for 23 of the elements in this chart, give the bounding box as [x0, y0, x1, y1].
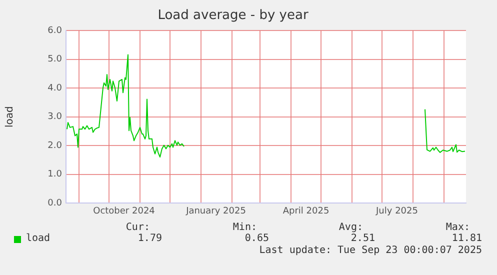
text: Avg: — [338, 222, 363, 233]
legend-label: load — [26, 233, 50, 244]
x-tick-label: April 2025 — [282, 206, 330, 217]
y-tick-label: 5.0 — [48, 54, 62, 65]
y-axis-title: load — [4, 106, 16, 128]
x-tick-label: July 2025 — [375, 206, 418, 217]
text: 0.65 — [244, 233, 269, 244]
x-tick-label: October 2024 — [93, 206, 156, 217]
y-tick-label: 6.0 — [48, 26, 62, 36]
x-tick-label: January 2025 — [185, 206, 246, 217]
y-tick-label: 2.0 — [48, 140, 62, 151]
y-tick-label: 0.0 — [48, 198, 62, 208]
text: 2.51 — [350, 233, 375, 244]
text: Last update: Tue Sep 23 00:00:07 2025 — [259, 245, 482, 256]
text: 11.81 — [452, 233, 482, 244]
chart-title: Load average - by year — [158, 8, 309, 24]
y-tick-label: 4.0 — [48, 83, 62, 94]
text: Min: — [232, 222, 257, 233]
y-tick-label: 1.0 — [48, 170, 62, 180]
text: 1.79 — [138, 233, 162, 244]
text: Cur: — [126, 222, 150, 233]
text: Max: — [446, 222, 470, 233]
y-tick-label: 3.0 — [48, 112, 62, 122]
